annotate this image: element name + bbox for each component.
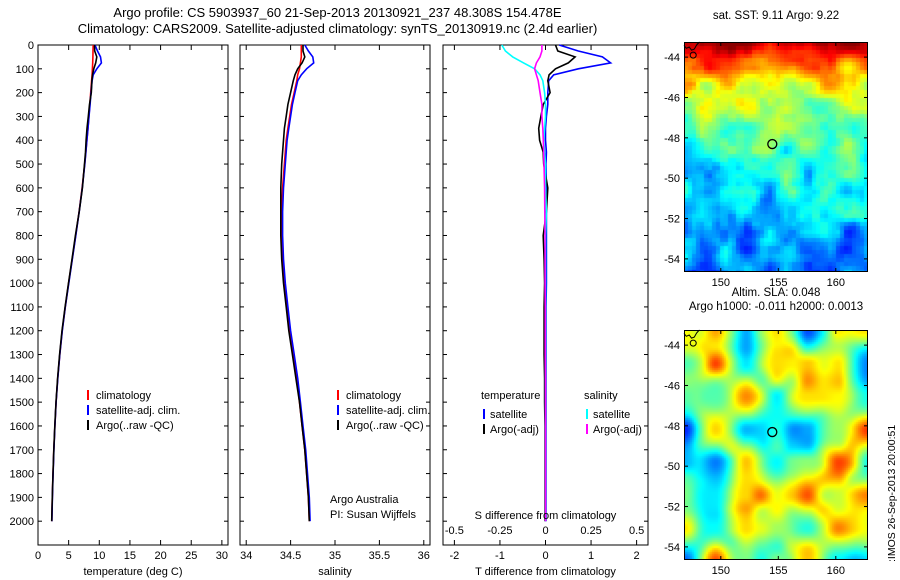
salinity-profile-legend-label: satellite-adj. clim. <box>346 405 430 417</box>
temperature-profile-xtick-label: 30 <box>216 550 228 562</box>
difference-profile-xtick-label: -2 <box>449 550 459 562</box>
temperature-profile-depth-tick-label: 1900 <box>10 492 34 504</box>
temperature-profile-xtick-label: 10 <box>93 550 105 562</box>
difference-profile-legend-label: satellite <box>490 409 527 421</box>
sla-map-lon-tick-label: 150 <box>712 565 730 577</box>
difference-profile-x2tick-label: 0 <box>542 525 548 537</box>
temperature-profile-depth-tick-label: 1700 <box>10 445 34 457</box>
temperature-profile-xtick-label: 0 <box>35 550 41 562</box>
salinity-profile-frame <box>239 44 431 546</box>
difference-profile-legend-label: Argo(-adj) <box>593 424 642 436</box>
salinity-profile-legend-label: climatology <box>346 390 402 402</box>
figure-title-line1: Argo profile: CS 5903937_60 21-Sep-2013 … <box>113 5 562 20</box>
difference-profile-xtick-label: 0 <box>542 550 548 562</box>
sla-map-image <box>684 330 868 560</box>
salinity-profile-xtick-label: 35 <box>329 550 341 562</box>
difference-profile-xtick-label: 1 <box>588 550 594 562</box>
salinity-profile-xtick-label: 34.5 <box>280 550 301 562</box>
temperature-profile-depth-tick-label: 600 <box>16 183 34 195</box>
temperature-profile-series-0 <box>51 44 94 522</box>
figure-title-line2: Climatology: CARS2009. Satellite-adjuste… <box>77 21 598 36</box>
difference-profile-x2tick-label: -0.5 <box>445 525 464 537</box>
salinity-profile-note: Argo Australia <box>330 494 399 506</box>
temperature-profile-depth-tick-label: 1600 <box>10 421 34 433</box>
difference-profile-xlabel: T difference from climatology <box>475 566 616 578</box>
difference-profile-x2label: S difference from climatology <box>475 510 617 522</box>
temperature-profile-xtick-label: 5 <box>66 550 72 562</box>
temperature-profile-depth-tick-label: 400 <box>16 135 34 147</box>
difference-profile-legend-label: satellite <box>593 409 630 421</box>
temperature-profile-xlabel: temperature (deg C) <box>83 566 182 578</box>
temperature-profile-depth-tick-label: 1000 <box>10 278 34 290</box>
sla-map-lat-tick-label: -52 <box>664 502 680 514</box>
difference-profile-legend-label: Argo(-adj) <box>490 424 539 436</box>
sst-map-lat-tick-label: -50 <box>664 173 680 185</box>
salinity-profile-xlabel: salinity <box>318 566 352 578</box>
temperature-profile-legend-label: climatology <box>96 390 152 402</box>
temperature-profile-xtick-label: 20 <box>154 550 166 562</box>
sst-map-image <box>684 42 868 272</box>
sst-map-lat-tick-label: -48 <box>664 133 680 145</box>
temperature-profile-depth-tick-label: 700 <box>16 207 34 219</box>
sla-map-lon-tick-label: 160 <box>827 565 845 577</box>
temperature-profile-frame <box>37 44 229 546</box>
sst-map-lat-tick-label: -52 <box>664 214 680 226</box>
difference-profile-series-0 <box>544 44 613 522</box>
sla-map-title-line2: Argo h1000: -0.011 h2000: 0.0013 <box>688 301 864 313</box>
difference-profile-series-3 <box>533 45 547 522</box>
temperature-profile-legend-label: satellite-adj. clim. <box>96 405 180 417</box>
temperature-profile-depth-tick-label: 500 <box>16 159 34 171</box>
difference-profile-series-1 <box>537 44 577 522</box>
salinity-profile-xtick-label: 35.5 <box>369 550 390 562</box>
sla-map-lat-tick-label: -50 <box>664 461 680 473</box>
difference-profile-legend-header: temperature <box>481 390 540 402</box>
sst-map-lat-tick-label: -54 <box>664 254 680 266</box>
sla-map-lon-tick-label: 155 <box>769 565 787 577</box>
sst-map-title: sat. SST: 9.11 Argo: 9.22 <box>712 10 840 22</box>
temperature-profile-depth-tick-label: 200 <box>16 88 34 100</box>
temperature-profile-depth-tick-label: 1400 <box>10 373 34 385</box>
sst-map-lat-tick-label: -46 <box>664 92 680 104</box>
temperature-profile-depth-tick-label: 1100 <box>10 302 34 314</box>
temperature-profile-xtick-label: 15 <box>124 550 136 562</box>
sst-map-lat-tick-label: -44 <box>664 52 680 64</box>
sla-map-lat-tick-label: -54 <box>664 542 680 554</box>
temperature-profile-depth-tick-label: 300 <box>16 111 34 123</box>
salinity-profile-xtick-label: 34 <box>240 550 252 562</box>
sla-map-lat-tick-label: -44 <box>664 340 680 352</box>
difference-profile-legend-header: salinity <box>584 390 618 402</box>
difference-profile-xtick-label: -1 <box>495 550 505 562</box>
temperature-profile-depth-tick-label: 1800 <box>10 469 34 481</box>
temperature-profile-depth-tick-label: 1300 <box>10 350 34 362</box>
difference-profile-xtick-label: 2 <box>634 550 640 562</box>
salinity-profile-series-0 <box>280 45 311 522</box>
difference-profile-series-2 <box>501 44 548 522</box>
temperature-profile-legend-label: Argo(..raw -QC) <box>96 420 174 432</box>
difference-profile-frame <box>442 44 649 546</box>
difference-profile-x2tick-label: 0.25 <box>580 525 601 537</box>
temperature-profile-depth-tick-label: 800 <box>16 230 34 242</box>
sla-map-lat-tick-label: -48 <box>664 421 680 433</box>
temperature-profile-series-1 <box>51 44 103 522</box>
temperature-profile-xtick-label: 25 <box>185 550 197 562</box>
temperature-profile-depth-tick-label: 900 <box>16 254 34 266</box>
sla-map-lat-tick-label: -46 <box>664 380 680 392</box>
difference-profile-x2tick-label: 0.5 <box>629 525 644 537</box>
salinity-profile-legend-label: Argo(..raw -QC) <box>346 420 424 432</box>
temperature-profile-depth-tick-label: 1200 <box>10 326 34 338</box>
timestamp-watermark: :IMOS 26-Sep-2013 20:00:51 <box>886 424 898 562</box>
salinity-profile-series-2 <box>279 45 311 522</box>
sla-map-title-line1: Altim. SLA: 0.048 <box>731 287 821 299</box>
salinity-profile-series-1 <box>281 44 315 522</box>
difference-profile-x2tick-label: -0.25 <box>487 525 512 537</box>
salinity-profile-xtick-label: 36 <box>418 550 430 562</box>
temperature-profile-depth-tick-label: 2000 <box>10 516 34 528</box>
temperature-profile-series-2 <box>50 44 98 522</box>
temperature-profile-depth-tick-label: 100 <box>16 64 34 76</box>
salinity-profile-note: PI: Susan Wijffels <box>330 509 416 521</box>
temperature-profile-depth-tick-label: 0 <box>28 40 34 52</box>
temperature-profile-depth-tick-label: 1500 <box>10 397 34 409</box>
